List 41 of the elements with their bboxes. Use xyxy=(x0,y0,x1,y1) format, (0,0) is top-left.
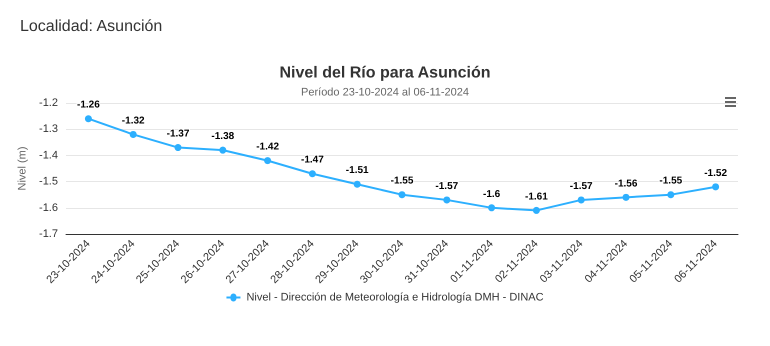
data-label: -1.32 xyxy=(122,115,146,126)
data-label: -1.26 xyxy=(77,100,100,111)
point xyxy=(130,130,137,138)
point xyxy=(264,157,272,164)
point xyxy=(174,144,182,152)
data-label: -1.42 xyxy=(256,142,280,153)
point xyxy=(712,183,720,190)
data-label: -1.38 xyxy=(211,131,235,142)
point xyxy=(219,146,226,154)
point xyxy=(488,204,496,212)
point xyxy=(532,206,540,214)
point xyxy=(398,191,406,198)
data-label: -1.55 xyxy=(659,176,683,187)
y-axis-title: Nivel (m) xyxy=(16,146,28,190)
data-label: -1.57 xyxy=(570,180,594,192)
data-label: -1.6 xyxy=(482,188,501,200)
data-label: -1.56 xyxy=(614,178,638,190)
data-label: -1.51 xyxy=(346,165,370,176)
point xyxy=(308,170,316,178)
data-label: -1.61 xyxy=(525,191,548,202)
data-label: -1.37 xyxy=(166,128,190,140)
chart-subtitle: Período 23-10-2024 al 06-11-2024 xyxy=(301,86,469,98)
y-tick-label: -1.5 xyxy=(39,176,58,188)
legend-label: Nivel - Dirección de Meteorología e Hidrología DMH - DINAC xyxy=(246,292,544,304)
data-label: -1.52 xyxy=(704,168,728,179)
y-tick-label: -1.2 xyxy=(39,97,58,109)
data-label: -1.55 xyxy=(390,176,414,187)
y-tick-label: -1.6 xyxy=(39,202,58,214)
point xyxy=(354,180,361,188)
data-label: -1.47 xyxy=(301,154,324,166)
point xyxy=(443,196,450,204)
text: Localidad: Asunción xyxy=(20,18,162,36)
y-tick-label: -1.4 xyxy=(39,149,58,162)
data-label: -1.57 xyxy=(435,180,459,192)
point xyxy=(578,196,585,204)
y-tick-label: -1.3 xyxy=(39,123,58,136)
point xyxy=(622,194,630,201)
chart-title: Nivel del Río para Asunción xyxy=(279,64,491,82)
point xyxy=(84,115,92,122)
y-tick-label: -1.7 xyxy=(39,228,58,240)
point xyxy=(667,191,674,198)
